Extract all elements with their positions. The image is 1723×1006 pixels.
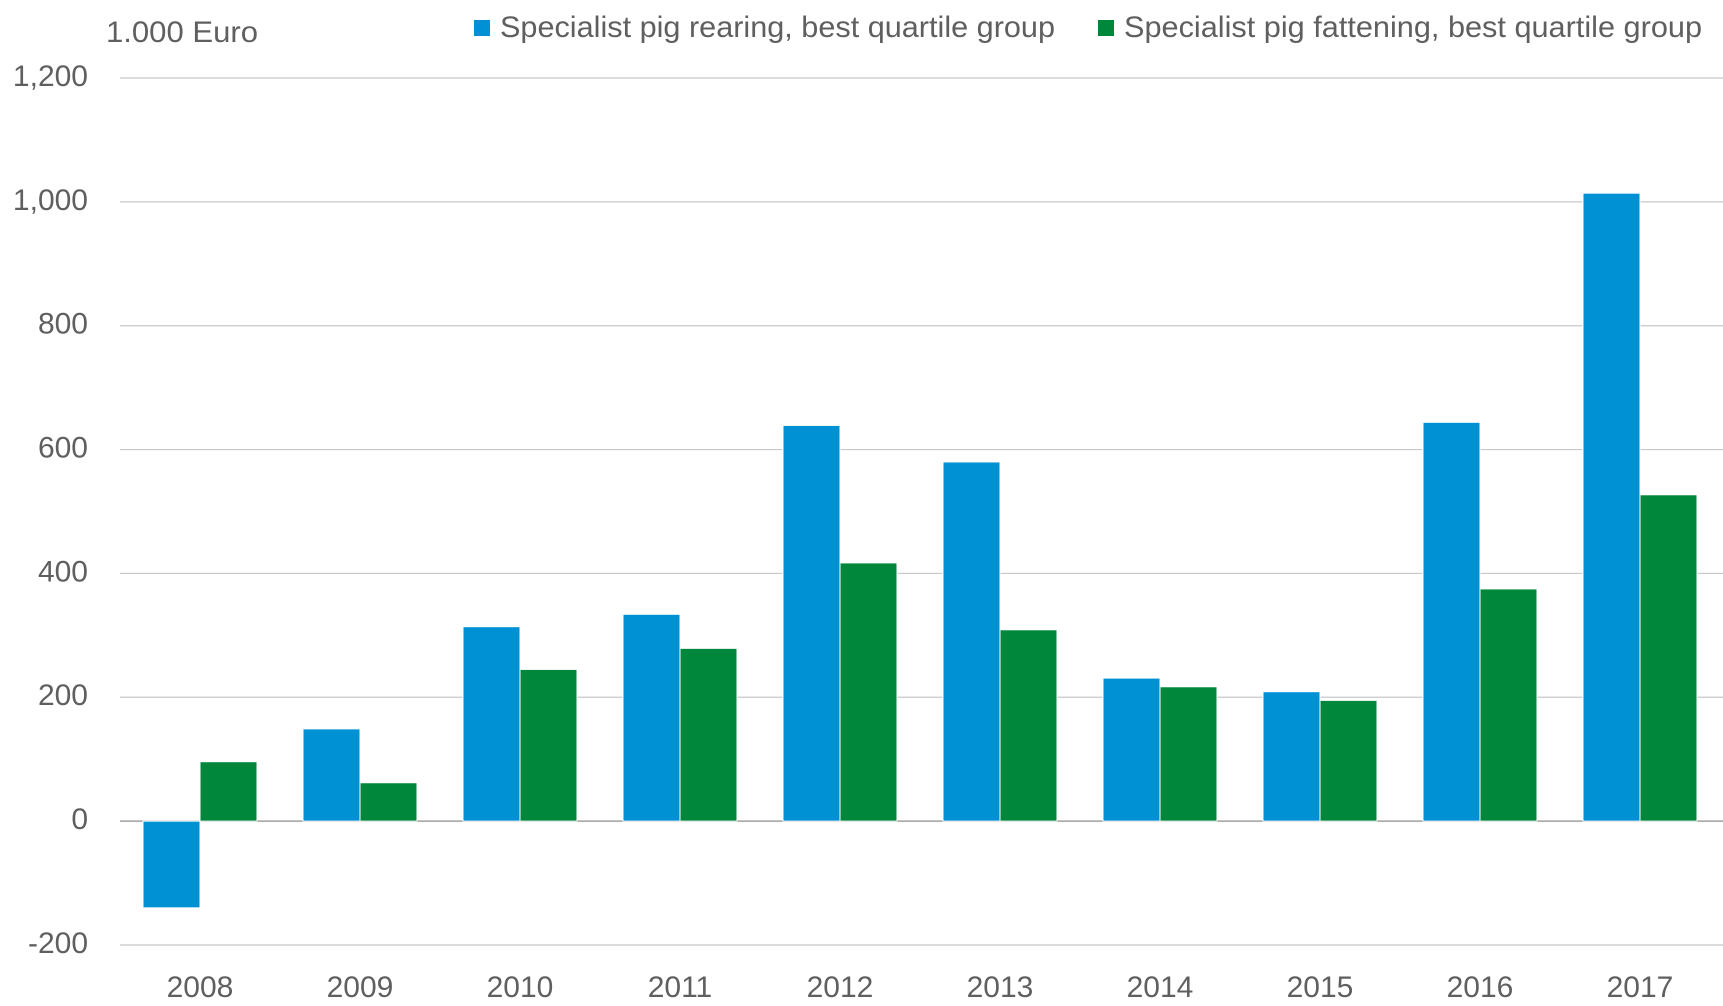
bar bbox=[142, 820, 201, 909]
bar bbox=[1102, 677, 1161, 822]
legend-label: Specialist pig fattening, best quartile … bbox=[1124, 11, 1702, 44]
bar bbox=[1319, 699, 1378, 822]
bar bbox=[942, 461, 1001, 822]
y-tick-label: 1,200 bbox=[13, 60, 88, 93]
bar bbox=[302, 728, 361, 822]
legend-label: Specialist pig rearing, best quartile gr… bbox=[500, 11, 1055, 44]
y-tick-label: 800 bbox=[38, 308, 88, 341]
bar bbox=[199, 761, 258, 822]
bar bbox=[519, 668, 578, 822]
legend-swatch bbox=[474, 20, 490, 36]
x-tick-label: 2017 bbox=[1607, 971, 1674, 1004]
bar bbox=[1639, 494, 1698, 822]
y-tick-label: 600 bbox=[38, 431, 88, 464]
bar bbox=[1422, 421, 1481, 822]
x-tick-label: 2013 bbox=[967, 971, 1034, 1004]
x-tick-label: 2010 bbox=[487, 971, 554, 1004]
y-tick-label: -200 bbox=[28, 927, 88, 960]
bar bbox=[359, 782, 418, 822]
x-tick-label: 2016 bbox=[1447, 971, 1514, 1004]
bar bbox=[782, 424, 841, 822]
bar bbox=[1159, 686, 1218, 822]
bar bbox=[1582, 192, 1641, 822]
bar bbox=[839, 562, 898, 822]
x-tick-label: 2012 bbox=[807, 971, 874, 1004]
y-tick-label: 0 bbox=[71, 803, 88, 836]
x-tick-label: 2011 bbox=[648, 971, 713, 1004]
x-tick-label: 2015 bbox=[1287, 971, 1354, 1004]
bar bbox=[622, 613, 681, 822]
y-unit-label: 1.000 Euro bbox=[106, 16, 258, 49]
y-tick-label: 1,000 bbox=[13, 184, 88, 217]
bar bbox=[1479, 588, 1538, 822]
legend-swatch bbox=[1098, 20, 1114, 36]
bar bbox=[462, 626, 521, 822]
x-tick-label: 2014 bbox=[1127, 971, 1194, 1004]
bar bbox=[1262, 691, 1321, 822]
bar bbox=[999, 629, 1058, 822]
x-tick-label: 2009 bbox=[327, 971, 394, 1004]
x-tick-label: 2008 bbox=[167, 971, 234, 1004]
y-tick-label: 200 bbox=[38, 679, 88, 712]
y-tick-label: 400 bbox=[38, 555, 88, 588]
bar bbox=[679, 647, 738, 822]
